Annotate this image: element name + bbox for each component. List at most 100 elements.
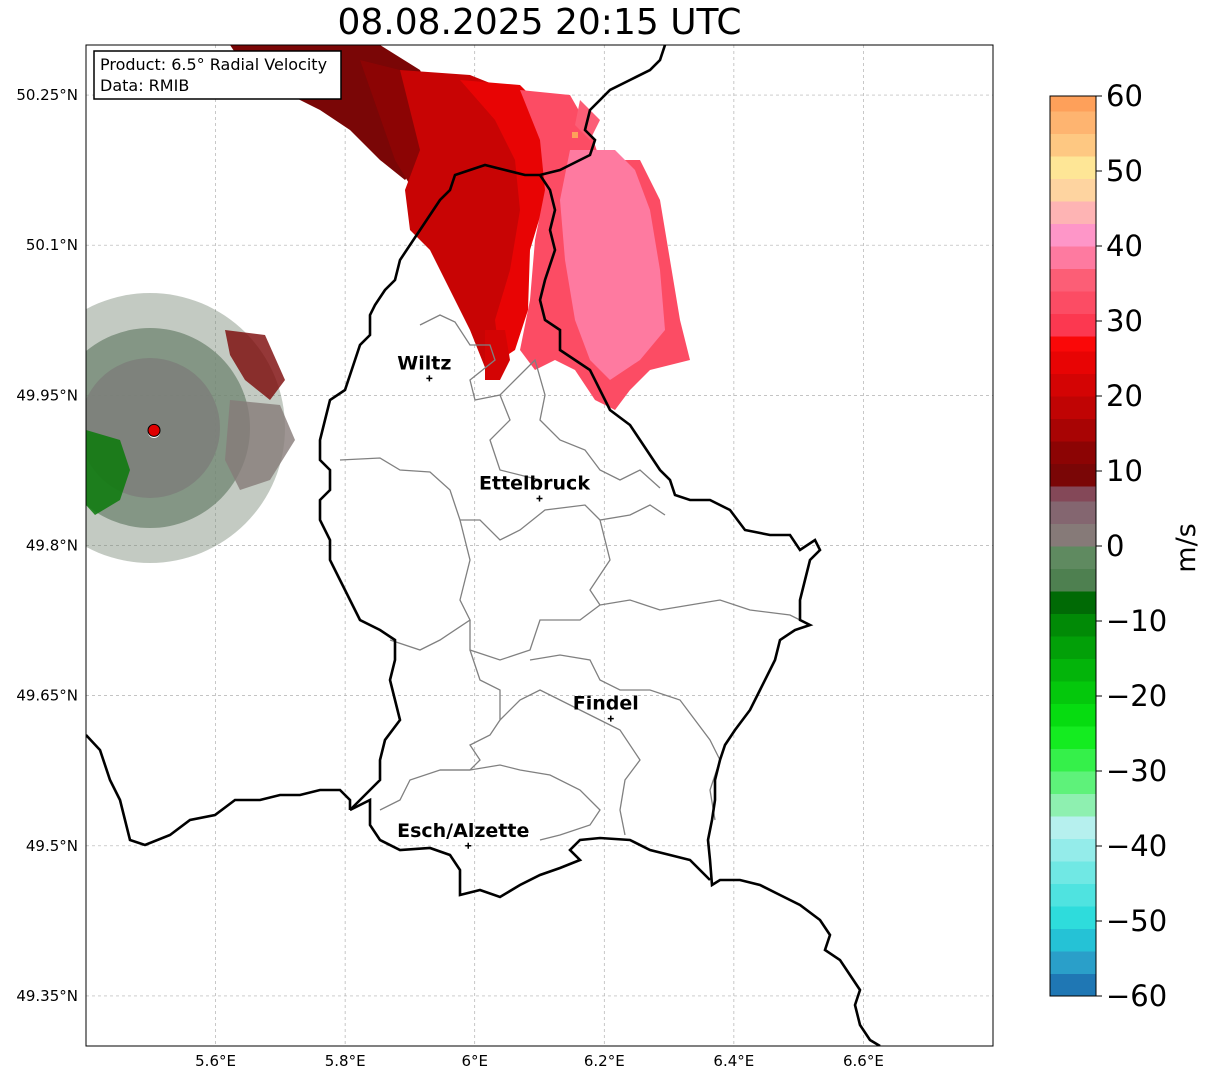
colorbar-segment xyxy=(1050,486,1096,502)
x-tick-label: 5.8°E xyxy=(325,1052,366,1070)
colorbar-segment xyxy=(1050,313,1096,337)
city-label: Wiltz xyxy=(397,352,451,374)
y-axis-ticks: 50.25°N 50.1°N 49.95°N 49.8°N 49.65°N 49.5°N 4… xyxy=(16,86,78,1005)
echo-green-patch xyxy=(86,430,130,515)
echo-bright-red xyxy=(460,80,555,360)
colorbar-segment xyxy=(1050,726,1096,749)
y-tick-label: 49.8°N xyxy=(26,537,78,555)
colorbar: 60 50 40 30 20 10 0 −10 −20 −30 −40 −50 −60 m/s xyxy=(1049,79,1202,1013)
y-tick-label: 50.25°N xyxy=(16,86,78,104)
colorbar-tick-label: 10 xyxy=(1106,454,1143,488)
colorbar-segment xyxy=(1050,681,1096,704)
colorbar-segment xyxy=(1050,156,1096,179)
colorbar-segment xyxy=(1050,951,1096,974)
y-tick-label: 49.35°N xyxy=(16,987,78,1005)
colorbar-segment xyxy=(1050,546,1096,569)
colorbar-segment xyxy=(1050,816,1096,839)
echo-gray-east xyxy=(225,400,295,490)
colorbar-segment xyxy=(1050,336,1096,352)
colorbar-tick-label: −20 xyxy=(1106,679,1167,713)
colorbar-segment xyxy=(1050,523,1096,547)
x-axis-ticks: 5.6°E 5.8°E 6°E 6.2°E 6.4°E 6.6°E xyxy=(195,1052,884,1070)
colorbar-segment xyxy=(1050,111,1096,134)
colorbar-segment xyxy=(1050,658,1096,682)
x-tick-label: 6.2°E xyxy=(584,1052,625,1070)
colorbar-segment xyxy=(1050,838,1096,862)
city-marker xyxy=(426,375,433,382)
x-tick-label: 6°E xyxy=(461,1052,488,1070)
colorbar-segment xyxy=(1050,351,1096,374)
colorbar-segment xyxy=(1050,861,1096,884)
colorbar-ticks: 60 50 40 30 20 10 0 −10 −20 −30 −40 −50 −60 xyxy=(1096,79,1167,1013)
x-tick-label: 5.6°E xyxy=(195,1052,236,1070)
echo-red-south xyxy=(485,330,510,380)
city-label: Esch/Alzette xyxy=(397,820,529,842)
colorbar-tick-label: −60 xyxy=(1106,979,1167,1013)
city-marker xyxy=(536,495,543,502)
colorbar-segment xyxy=(1050,771,1096,794)
colorbar-segment xyxy=(1050,636,1096,659)
colorbar-segment xyxy=(1050,178,1096,202)
colorbar-segment xyxy=(1050,201,1096,224)
colorbar-segment xyxy=(1050,268,1096,292)
y-tick-label: 50.1°N xyxy=(26,236,78,254)
colorbar-tick-label: −50 xyxy=(1106,904,1167,938)
colorbar-segment xyxy=(1050,928,1096,952)
echo-pink-light xyxy=(560,150,665,380)
y-tick-label: 49.95°N xyxy=(16,386,78,404)
info-product: Product: 6.5° Radial Velocity xyxy=(100,55,327,74)
colorbar-segment xyxy=(1050,396,1096,419)
colorbar-unit-label: m/s xyxy=(1171,523,1202,572)
radar-echoes xyxy=(86,45,690,563)
echo-orange-pixel xyxy=(572,132,578,138)
canton-boundaries xyxy=(339,314,811,841)
colorbar-segment xyxy=(1050,246,1096,269)
city-label: Findel xyxy=(573,693,639,715)
colorbar-tick-label: 0 xyxy=(1106,529,1124,563)
colorbar-segment xyxy=(1050,373,1096,397)
map-title: 08.08.2025 20:15 UTC xyxy=(337,2,742,43)
colorbar-segment xyxy=(1050,883,1096,907)
colorbar-tick-label: 30 xyxy=(1106,304,1143,338)
colorbar-segment xyxy=(1050,441,1096,464)
colorbar-gradient xyxy=(1050,96,1096,997)
colorbar-segment xyxy=(1050,223,1096,247)
colorbar-segment xyxy=(1050,291,1096,314)
city-marker xyxy=(465,842,472,849)
y-tick-label: 49.65°N xyxy=(16,687,78,705)
map-panel: Wiltz Ettelbruck Findel Esch/Alzette xyxy=(86,45,993,1046)
national-border xyxy=(86,45,881,1046)
colorbar-segment xyxy=(1050,973,1096,997)
colorbar-segment xyxy=(1050,748,1096,772)
colorbar-segment xyxy=(1050,418,1096,442)
x-tick-label: 6.4°E xyxy=(713,1052,754,1070)
info-box: Product: 6.5° Radial Velocity Data: RMIB xyxy=(93,50,342,100)
echo-maroon-east xyxy=(225,330,285,400)
city-marker xyxy=(607,715,614,722)
colorbar-segment xyxy=(1050,703,1096,727)
colorbar-tick-label: 20 xyxy=(1106,379,1143,413)
x-tick-label: 6.6°E xyxy=(843,1052,884,1070)
info-source: Data: RMIB xyxy=(100,76,189,95)
colorbar-segment xyxy=(1050,613,1096,637)
map-frame xyxy=(85,44,994,1047)
colorbar-segment xyxy=(1050,501,1096,524)
colorbar-tick-label: 50 xyxy=(1106,154,1143,188)
colorbar-segment xyxy=(1050,133,1096,157)
y-tick-label: 49.5°N xyxy=(26,837,78,855)
colorbar-segment xyxy=(1050,96,1096,112)
colorbar-tick-label: 40 xyxy=(1106,229,1143,263)
city-markers: Wiltz Ettelbruck Findel Esch/Alzette xyxy=(397,352,639,849)
colorbar-tick-label: 60 xyxy=(1106,79,1143,113)
colorbar-tick-label: −40 xyxy=(1106,829,1167,863)
colorbar-segment xyxy=(1050,463,1096,487)
colorbar-tick-label: −30 xyxy=(1106,754,1167,788)
colorbar-segment xyxy=(1050,906,1096,929)
colorbar-segment xyxy=(1050,568,1096,592)
city-label: Ettelbruck xyxy=(479,472,590,494)
radar-site-marker xyxy=(147,423,161,437)
colorbar-tick-label: −10 xyxy=(1106,604,1167,638)
colorbar-segment xyxy=(1050,591,1096,614)
colorbar-segment xyxy=(1050,793,1096,817)
